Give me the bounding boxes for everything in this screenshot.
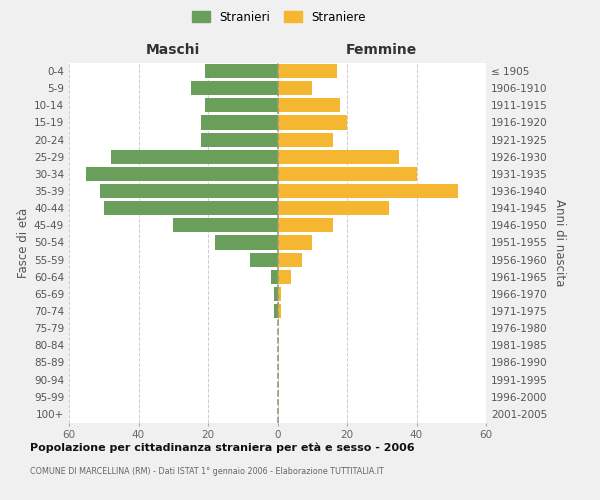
Text: Popolazione per cittadinanza straniera per età e sesso - 2006: Popolazione per cittadinanza straniera p… — [30, 442, 415, 453]
Bar — [277, 116, 347, 130]
Bar — [274, 287, 277, 301]
Bar — [201, 116, 277, 130]
Bar — [277, 167, 416, 181]
Bar — [277, 236, 312, 250]
Legend: Stranieri, Straniere: Stranieri, Straniere — [187, 6, 371, 28]
Text: COMUNE DI MARCELLINA (RM) - Dati ISTAT 1° gennaio 2006 - Elaborazione TUTTITALIA: COMUNE DI MARCELLINA (RM) - Dati ISTAT 1… — [30, 468, 384, 476]
Bar — [173, 218, 277, 232]
Bar — [274, 304, 277, 318]
Bar — [277, 304, 281, 318]
Bar — [277, 98, 340, 112]
Bar — [277, 184, 458, 198]
Bar — [277, 287, 281, 301]
Text: Maschi: Maschi — [146, 44, 200, 58]
Bar — [104, 201, 277, 215]
Bar — [215, 236, 277, 250]
Bar — [277, 81, 312, 95]
Text: Femmine: Femmine — [346, 44, 418, 58]
Bar — [86, 167, 277, 181]
Bar — [277, 252, 302, 266]
Bar — [277, 218, 333, 232]
Y-axis label: Anni di nascita: Anni di nascita — [553, 199, 566, 286]
Bar — [205, 64, 277, 78]
Bar — [277, 132, 333, 146]
Bar — [100, 184, 277, 198]
Y-axis label: Fasce di età: Fasce di età — [17, 208, 30, 278]
Bar — [111, 150, 277, 164]
Bar — [277, 64, 337, 78]
Bar — [250, 252, 277, 266]
Bar — [277, 270, 292, 284]
Bar — [191, 81, 277, 95]
Bar — [271, 270, 277, 284]
Bar — [277, 150, 399, 164]
Bar — [205, 98, 277, 112]
Bar — [201, 132, 277, 146]
Bar — [277, 201, 389, 215]
